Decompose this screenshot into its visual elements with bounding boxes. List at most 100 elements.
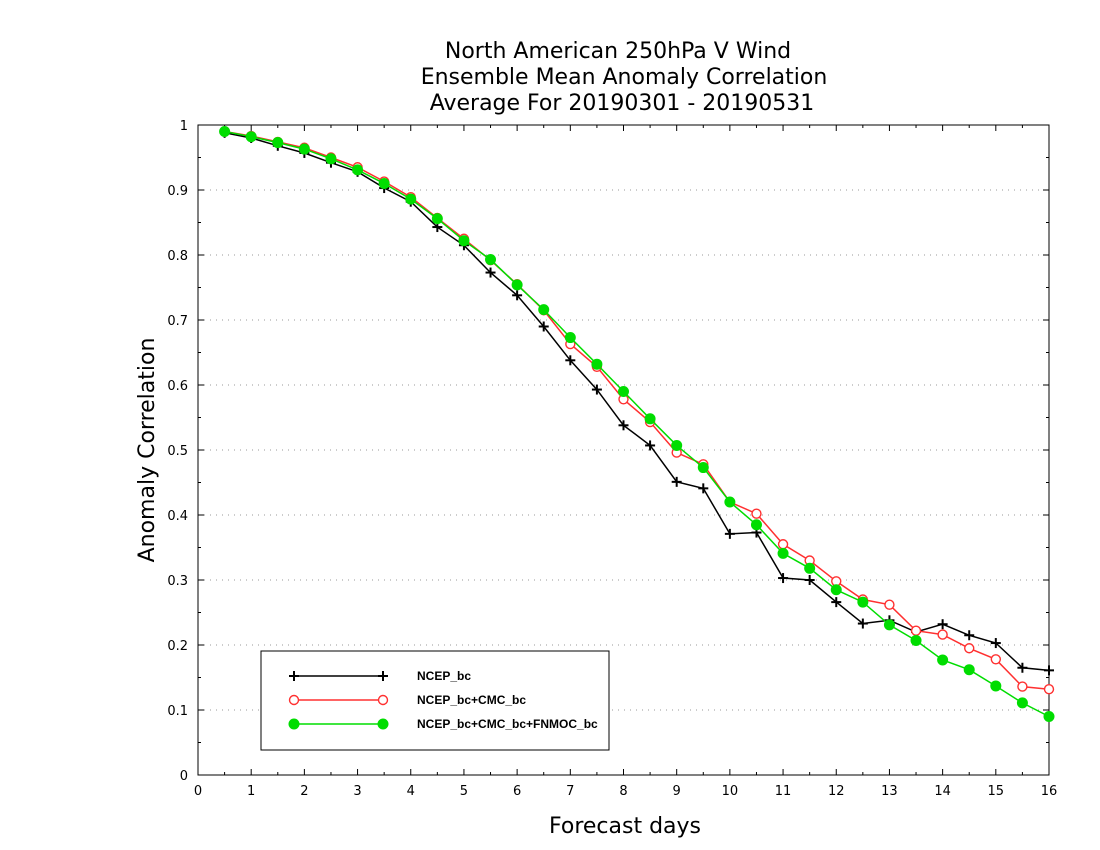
legend-entry-1: NCEP_bc+CMC_bc: [288, 693, 526, 707]
y-tick-label-4: 0.4: [167, 509, 188, 524]
series-1-point-30: [1017, 681, 1028, 692]
legend-marker-end-1: [377, 694, 389, 706]
title-line-2: Ensemble Mean Anomaly Correlation: [421, 65, 828, 90]
y-tick-label-8: 0.8: [167, 249, 188, 264]
series-2: [219, 126, 1055, 722]
series-2-point-26: [910, 634, 922, 646]
series-2-point-9: [458, 235, 470, 247]
series-2-point-11: [511, 279, 523, 291]
series-0-point-14: [591, 384, 602, 395]
series-2-point-22: [804, 562, 816, 574]
series-1-point-28: [964, 643, 975, 654]
legend-marker-end-0: [378, 671, 388, 681]
series-2-point-31: [1043, 711, 1055, 722]
legend-marker-start-2: [288, 718, 300, 730]
legend-marker-start-1: [288, 694, 300, 706]
series-2-point-7: [405, 193, 417, 205]
legend-label-1: NCEP_bc+CMC_bc: [417, 693, 526, 707]
y-axis-label: Anomaly Correlation: [135, 338, 160, 563]
series-1: [219, 126, 1055, 695]
series-0: [219, 127, 1054, 676]
series-1-point-31: [1043, 684, 1055, 695]
x-tick-label-4: 4: [407, 784, 415, 799]
series-2-point-28: [963, 664, 975, 676]
series-2-point-0: [219, 126, 231, 137]
series-2-point-10: [485, 254, 497, 266]
series-2-point-17: [671, 439, 683, 451]
series-2-point-25: [883, 619, 895, 631]
series-2-point-5: [352, 164, 364, 176]
series-0-point-18: [698, 483, 709, 494]
x-tick-label-14: 14: [934, 784, 951, 799]
legend-marker-end-2: [377, 718, 389, 730]
x-tick-label-9: 9: [673, 784, 681, 799]
y-tick-label-9: 0.9: [167, 184, 188, 199]
x-tick-label-13: 13: [881, 784, 898, 799]
series-2-point-21: [777, 547, 789, 559]
series-2-point-8: [431, 213, 443, 225]
x-tick-label-2: 2: [300, 784, 308, 799]
series-2-point-13: [564, 332, 576, 344]
series-2-point-18: [697, 462, 709, 474]
series-0-point-13: [565, 355, 576, 366]
x-tick-label-10: 10: [722, 784, 739, 799]
x-tick-label-15: 15: [988, 784, 1005, 799]
series-1-point-20: [751, 508, 762, 519]
series-0-point-22: [804, 575, 815, 585]
x-tick-label-12: 12: [828, 784, 845, 799]
series-0-point-17: [671, 476, 682, 487]
series-0-point-23: [831, 597, 842, 608]
x-tick-label-16: 16: [1041, 784, 1058, 799]
y-tick-label-3: 0.3: [167, 574, 188, 589]
y-axis-ticks: 0 0.1 0.2 0.3 0.4 0.5 0.6 0.7 0.8 0.9 1: [167, 119, 1049, 784]
series-2-point-14: [591, 358, 603, 370]
series-0-point-11: [512, 290, 523, 301]
series-0-point-24: [857, 618, 868, 629]
series-1-point-26: [910, 625, 922, 636]
legend-marker-start-0: [289, 671, 299, 681]
series-1-point-27: [937, 629, 948, 640]
x-tick-label-1: 1: [247, 784, 255, 799]
y-tick-label-10: 1: [180, 119, 188, 134]
series-2-point-30: [1016, 697, 1028, 709]
legend-entry-0: NCEP_bc: [289, 669, 471, 683]
y-tick-label-2: 0.2: [167, 639, 188, 654]
x-tick-label-7: 7: [566, 784, 574, 799]
series-2-point-23: [830, 584, 842, 596]
series-2-point-20: [750, 519, 762, 531]
x-tick-label-5: 5: [460, 784, 468, 799]
title-line-3: Average For 20190301 - 20190531: [430, 91, 815, 116]
series-0-point-21: [778, 573, 789, 584]
x-tick-label-6: 6: [513, 784, 521, 799]
x-tick-label-8: 8: [619, 784, 627, 799]
y-tick-label-1: 0.1: [167, 704, 188, 719]
series-2-point-15: [618, 386, 629, 397]
y-tick-label-0: 0: [180, 769, 188, 784]
series-2-point-16: [644, 413, 656, 425]
series-1-point-29: [990, 654, 1002, 665]
series-0-point-28: [964, 630, 975, 641]
legend: NCEP_bc NCEP_bc+CMC_bc NCEP_bc+CMC_bc+FNMO…: [260, 650, 610, 751]
series-0-point-27: [937, 619, 948, 630]
legend-entry-2: NCEP_bc+CMC_bc+FNMOC_bc: [288, 717, 598, 731]
series-2-point-4: [325, 153, 337, 165]
series-0-point-30: [1017, 662, 1028, 673]
series-0-point-15: [618, 420, 629, 431]
y-tick-label-5: 0.5: [167, 444, 188, 459]
x-tick-label-3: 3: [353, 784, 361, 799]
x-axis-ticks: 0 1 2 3 4 5 6 7 8 9 10 11 12 13 14 15 16: [194, 125, 1057, 799]
series-line-1: [224, 130, 1050, 690]
title-line-1: North American 250hPa V Wind: [445, 39, 791, 64]
series-2-point-19: [724, 496, 736, 508]
y-tick-label-6: 0.6: [167, 379, 188, 394]
series-2-point-2: [272, 137, 284, 149]
y-tick-label-7: 0.7: [167, 314, 188, 329]
series-2-point-12: [538, 304, 550, 316]
legend-label-0: NCEP_bc: [417, 669, 471, 683]
series-0-point-16: [645, 440, 656, 451]
series-2-point-1: [245, 131, 257, 143]
x-tick-label-0: 0: [194, 784, 202, 799]
series-2-point-6: [378, 178, 390, 189]
chart-title: North American 250hPa V Wind Ensemble Me…: [421, 39, 828, 116]
